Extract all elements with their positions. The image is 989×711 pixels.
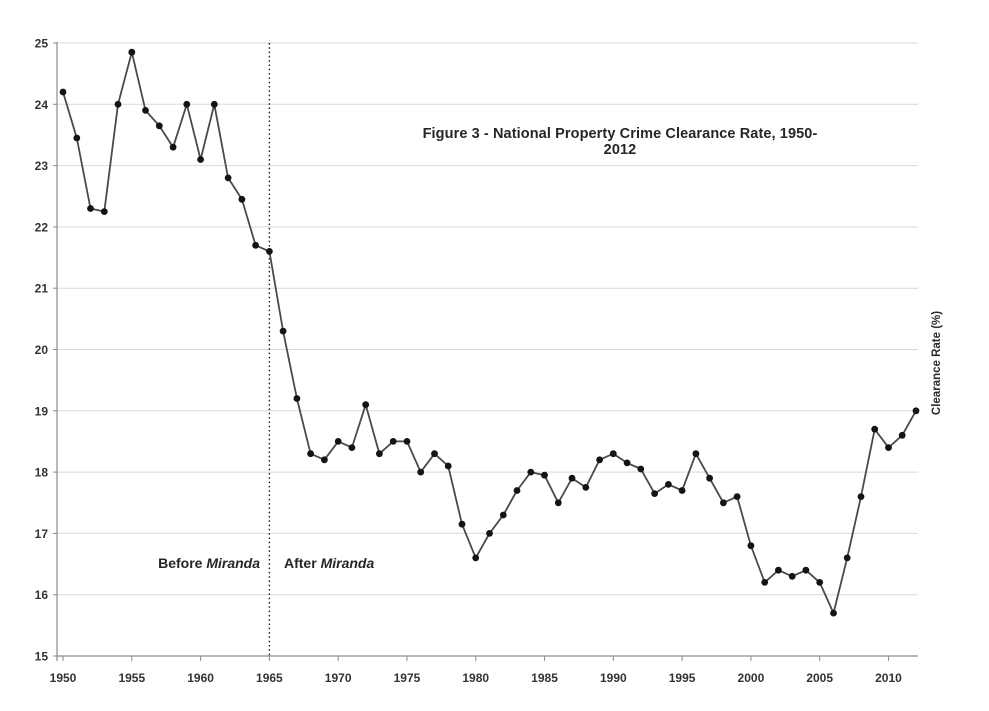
data-point-2003 [788, 572, 796, 580]
data-point-2005 [816, 579, 824, 586]
y-tick-label: 25 [35, 37, 49, 51]
annotation-before-miranda-italic: Miranda [206, 555, 260, 571]
data-point-1990 [609, 450, 617, 458]
y-axis-title-right: Clearance Rate (%) [931, 310, 943, 416]
y-tick-label: 23 [35, 159, 49, 173]
y-tick-label: 20 [35, 343, 49, 357]
x-tick-label: 2000 [738, 671, 765, 685]
data-point-1988 [582, 484, 590, 491]
y-tick-label: 24 [35, 98, 49, 112]
annotation-before-text: Before [158, 555, 207, 571]
x-tick-label: 1985 [531, 671, 558, 685]
data-point-2012 [912, 407, 920, 415]
data-point-1986 [554, 499, 562, 507]
data-point-1985 [541, 471, 548, 479]
x-tick-label: 1975 [394, 671, 421, 685]
x-tick-label: 1995 [669, 671, 696, 685]
data-point-2001 [761, 579, 769, 586]
data-point-1960 [197, 156, 205, 163]
data-point-1999 [733, 493, 741, 500]
data-point-1955 [128, 48, 136, 56]
data-point-1978 [444, 462, 452, 470]
data-point-1995 [678, 487, 686, 494]
data-point-1973 [376, 450, 383, 458]
data-point-1971 [348, 444, 356, 451]
data-point-2011 [898, 431, 906, 439]
data-point-1959 [183, 100, 191, 108]
annotation-before-miranda: Before Miranda [100, 555, 260, 571]
data-point-1956 [142, 107, 149, 114]
data-point-1974 [389, 438, 397, 445]
x-tick-label: 1950 [50, 671, 77, 685]
data-point-1963 [238, 195, 246, 203]
chart-title: Figure 3 - National Property Crime Clear… [422, 126, 818, 158]
data-point-1992 [637, 465, 645, 473]
data-point-1981 [486, 530, 493, 537]
data-point-1993 [651, 490, 658, 497]
data-point-2006 [830, 609, 837, 617]
data-point-2004 [802, 566, 810, 574]
data-point-1991 [623, 459, 631, 467]
data-point-1977 [431, 450, 438, 458]
data-point-1964 [252, 241, 259, 249]
data-point-1982 [499, 511, 507, 519]
x-tick-label: 1955 [118, 671, 145, 685]
y-tick-label: 21 [35, 282, 49, 296]
data-point-1966 [279, 327, 287, 335]
data-point-1997 [706, 474, 713, 482]
data-point-1976 [417, 468, 425, 476]
data-point-1952 [87, 205, 94, 212]
data-point-1996 [692, 450, 700, 458]
data-point-1951 [73, 134, 81, 142]
data-point-1968 [307, 450, 314, 458]
annotation-after-miranda: After Miranda [284, 555, 484, 571]
x-tick-label: 1960 [187, 671, 214, 685]
data-point-1987 [568, 474, 576, 482]
data-point-1984 [527, 468, 535, 476]
data-point-2000 [747, 542, 755, 550]
data-point-1962 [224, 174, 232, 182]
data-point-1994 [665, 481, 672, 488]
data-point-1980 [472, 554, 480, 562]
x-tick-label: 1970 [325, 671, 352, 685]
x-tick-label: 1980 [462, 671, 489, 685]
x-tick-label: 1965 [256, 671, 283, 685]
annotation-after-text: After [284, 555, 321, 571]
data-point-1979 [458, 520, 466, 528]
data-point-1983 [513, 487, 521, 494]
data-point-2009 [871, 425, 879, 433]
data-point-2007 [843, 554, 851, 562]
y-tick-label: 16 [35, 588, 49, 602]
y-tick-label: 19 [35, 404, 49, 418]
data-point-1972 [362, 401, 370, 409]
x-tick-label: 2010 [875, 671, 902, 685]
data-point-1954 [114, 100, 122, 108]
data-point-1957 [155, 122, 163, 130]
data-point-1965 [266, 248, 273, 255]
x-tick-label: 1990 [600, 671, 627, 685]
data-point-2008 [857, 493, 865, 500]
y-tick-label: 15 [35, 650, 49, 664]
y-tick-label: 18 [35, 466, 49, 480]
data-point-1961 [210, 100, 218, 108]
data-point-1975 [403, 438, 411, 445]
y-tick-label: 22 [35, 220, 49, 234]
data-point-1953 [100, 208, 108, 216]
data-point-1967 [293, 395, 301, 402]
data-point-1989 [596, 456, 603, 464]
y-tick-label: 17 [35, 527, 49, 541]
data-point-1970 [334, 438, 342, 445]
data-point-1998 [720, 499, 727, 507]
data-point-1969 [321, 456, 328, 464]
annotation-after-miranda-italic: Miranda [320, 555, 375, 571]
data-point-2010 [885, 444, 892, 451]
data-point-2002 [775, 566, 782, 574]
data-point-1950 [59, 88, 67, 96]
x-tick-label: 2005 [806, 671, 833, 685]
data-point-1958 [169, 143, 177, 151]
